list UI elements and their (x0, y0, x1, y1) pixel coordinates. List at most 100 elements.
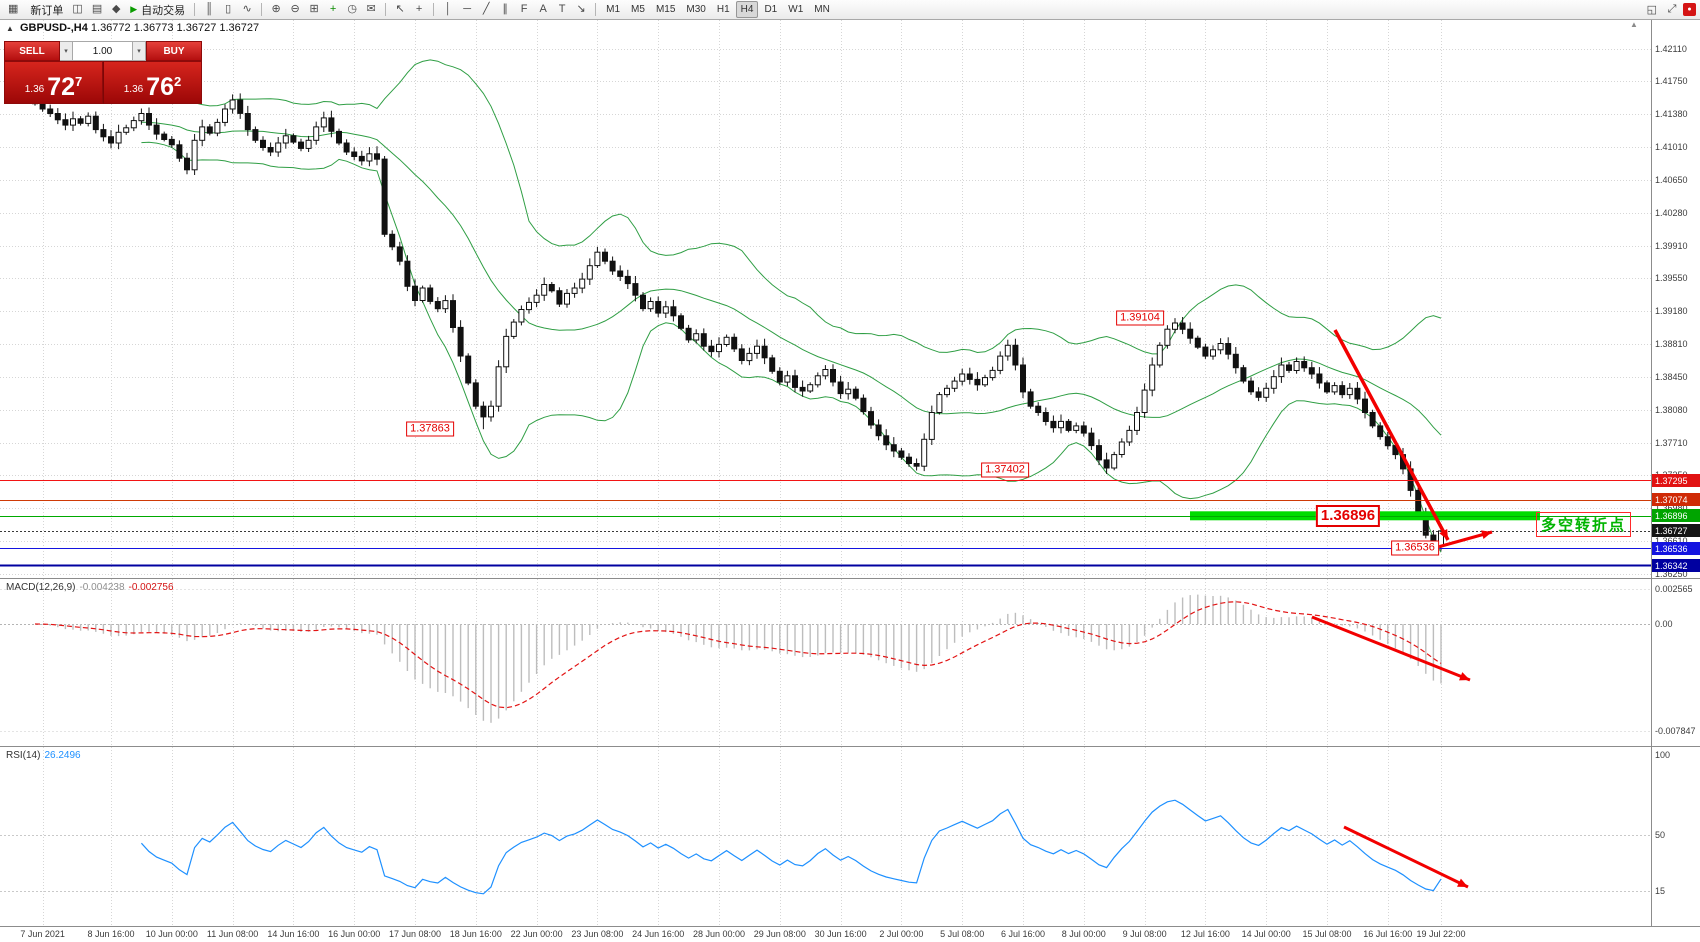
bid-price-big: 727 (47, 73, 83, 101)
fullscreen-icon[interactable]: ⤢ (1667, 3, 1677, 15)
bid-price-box[interactable]: 1.36 727 (4, 61, 103, 104)
quote-overlay: ▲ GBPUSD-,H4 1.36772 1.36773 1.36727 1.3… (6, 22, 259, 34)
vertical-line-icon[interactable]: │ (444, 3, 452, 15)
timeframe-button-m5[interactable]: M5 (631, 4, 645, 15)
candlesticks (32, 93, 1444, 551)
macd-axis[interactable]: 0.002565 0.00 -0.007847 (1651, 579, 1700, 746)
bar-chart-icon[interactable]: ║ (205, 3, 214, 15)
macd-canvas[interactable] (0, 579, 1651, 746)
price-tick-label: 1.41010 (1655, 142, 1688, 153)
time-axis-label: 8 Jul 00:00 (1061, 929, 1106, 939)
timeframe-button-h1[interactable]: H1 (716, 4, 730, 15)
price-tick-label: 1.38450 (1655, 371, 1688, 382)
tile-windows-icon[interactable]: ⊞ (309, 3, 319, 15)
toolbar-right-group: ◱ ⤢ ● (1643, 1, 1696, 18)
time-axis-label: 14 Jun 16:00 (267, 929, 320, 939)
ask-price-big: 762 (146, 73, 182, 101)
time-axis-label: 12 Jul 16:00 (1180, 929, 1230, 939)
zoom-out-icon[interactable]: ⊖ (290, 3, 300, 15)
timeframe-button-w1[interactable]: W1 (788, 4, 804, 15)
rsi-indicator-panel[interactable]: 100 50 15 RSI(14) 26.2496 (0, 746, 1700, 926)
ask-price-box[interactable]: 1.36 762 (103, 61, 202, 104)
periods-icon[interactable]: ◷ (347, 3, 357, 15)
price-chart-canvas[interactable] (0, 20, 1651, 578)
bollinger-middle-band (141, 121, 1442, 436)
candlestick-chart-icon[interactable]: ▯ (225, 3, 232, 15)
time-axis-label: 11 Jun 08:00 (206, 929, 259, 939)
turning-point-label: 多空转折点 (1536, 512, 1632, 537)
time-grid (43, 579, 1442, 746)
market-watch-icon[interactable]: ◆ (111, 3, 121, 15)
timeframe-button-m30[interactable]: M30 (686, 4, 706, 15)
horizontal-line-icon[interactable]: ─ (463, 3, 472, 15)
price-callout-1.37402: 1.37402 (981, 462, 1029, 478)
breakout-arrow-head (1481, 530, 1492, 539)
price-tick-label: 1.38080 (1655, 404, 1688, 415)
rsi-value: 26.2496 (44, 750, 81, 761)
autotrading-button[interactable]: ▶ 自动交易 (130, 4, 186, 17)
fibonacci-icon[interactable]: F (520, 3, 528, 15)
timeframe-button-m1[interactable]: M1 (606, 4, 621, 15)
price-tick-label: 1.40650 (1655, 174, 1688, 185)
timeframe-button-d1[interactable]: D1 (764, 4, 778, 15)
templates-icon[interactable]: ✉ (366, 3, 376, 15)
rsi-downtrend-arrow (1343, 825, 1469, 889)
volume-input[interactable]: 1.00 (73, 41, 133, 61)
chart-windows-icon[interactable]: ◫ (72, 3, 83, 15)
text-icon[interactable]: A (539, 3, 547, 15)
price-tick-label: 1.39910 (1655, 240, 1688, 251)
time-axis[interactable]: 7 Jun 2021 8 Jun 16:00 10 Jun 00:00 11 Jun … (0, 926, 1700, 942)
buy-options-caret[interactable]: ▾ (133, 41, 146, 61)
profiles-icon[interactable]: ▤ (91, 3, 103, 15)
buy-button[interactable]: BUY (146, 41, 202, 61)
rsi-canvas[interactable] (0, 747, 1651, 926)
macd-tick-label: 0.002565 (1655, 584, 1693, 594)
time-axis-label: 15 Jul 08:00 (1302, 929, 1352, 939)
rsi-axis[interactable]: 100 50 15 (1651, 747, 1700, 926)
price-callout-1.36896: 1.36896 (1315, 504, 1381, 527)
toolbar-separator (261, 3, 263, 16)
time-axis-label: 24 Jun 16:00 (632, 929, 685, 939)
label-icon[interactable]: T (558, 3, 566, 15)
time-axis-label: 10 Jun 00:00 (145, 929, 198, 939)
rsi-tick-label: 100 (1655, 750, 1671, 760)
sell-button[interactable]: SELL (4, 41, 60, 61)
time-axis-label: 17 Jun 08:00 (388, 929, 442, 939)
main-downtrend-arrow (1333, 329, 1450, 541)
arrows-icon[interactable]: ↘ (576, 3, 586, 15)
price-tag-1.36727: 1.36727 (1652, 524, 1700, 538)
rsi-downtrend-arrow-head (1457, 878, 1468, 887)
macd-indicator-panel[interactable]: 0.002565 0.00 -0.007847 MACD(12,26,9) -0.00… (0, 578, 1700, 746)
macd-tick-label: -0.007847 (1655, 726, 1696, 736)
chart-shift-marker[interactable]: ▲ (1630, 20, 1638, 29)
timeframe-button-mn[interactable]: MN (814, 4, 830, 15)
main-chart-panel[interactable]: 1.42110 1.41750 1.41380 1.41010 1.40650 1.402… (0, 20, 1700, 579)
one-click-toggle-icon[interactable]: ▲ (6, 24, 14, 33)
price-tick-label: 1.36980 (1655, 503, 1688, 514)
layout-icon[interactable]: ◱ (1646, 4, 1657, 16)
channel-icon[interactable]: ∥ (502, 3, 508, 15)
macd-main-value: -0.004238 (79, 582, 125, 593)
new-chart-icon[interactable]: ▦ (8, 3, 19, 15)
time-axis-label: 2 Jul 00:00 (879, 929, 924, 939)
trendline-icon[interactable]: ╱ (482, 3, 490, 15)
line-chart-icon[interactable]: ∿ (242, 3, 252, 15)
price-axis[interactable]: 1.42110 1.41750 1.41380 1.41010 1.40650 1.402… (1651, 20, 1700, 579)
sell-options-caret[interactable]: ▾ (60, 41, 73, 61)
price-tag-1.37074: 1.37074 (1652, 493, 1700, 507)
time-axis-label: 28 Jun 00:00 (692, 929, 746, 939)
time-axis-label: 8 Jun 16:00 (87, 929, 135, 939)
price-tick-label: 1.39180 (1655, 306, 1688, 317)
timeframe-button-m15[interactable]: M15 (655, 4, 676, 15)
chart-symbol-period: GBPUSD-,H4 (19, 22, 88, 34)
crosshair-icon[interactable]: + (415, 3, 423, 15)
macd-histogram (41, 594, 1442, 723)
new-order-button[interactable]: 新订单 (30, 4, 64, 17)
price-tick-label: 1.40280 (1655, 207, 1688, 218)
timeframe-button-h4[interactable]: H4 (735, 1, 759, 18)
notification-icon[interactable]: ● (1683, 3, 1696, 16)
macd-downtrend-arrow (1311, 615, 1471, 682)
cursor-icon[interactable]: ↖ (395, 3, 405, 15)
zoom-in-icon[interactable]: ⊕ (271, 3, 281, 15)
indicators-icon[interactable]: + (329, 3, 337, 15)
